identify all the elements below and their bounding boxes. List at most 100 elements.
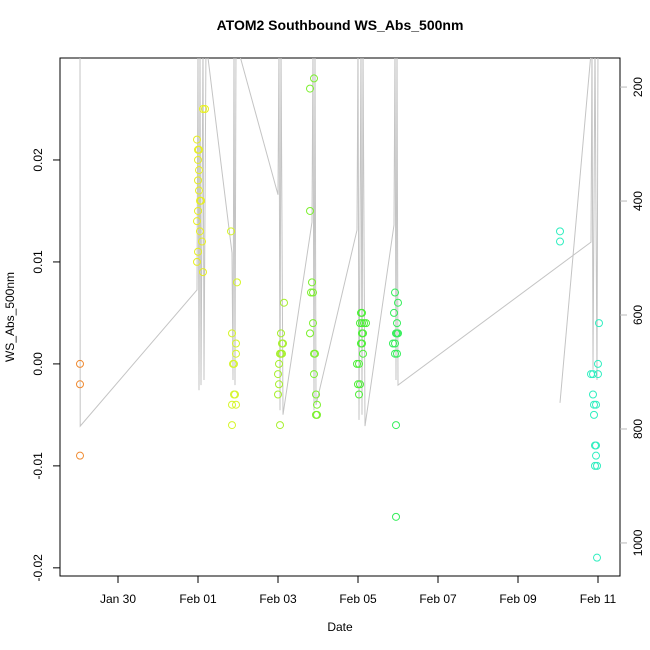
data-point (76, 451, 84, 460)
y2-tick-label: 200 (631, 77, 645, 97)
x-tick-label: Feb 03 (259, 592, 297, 606)
data-point (389, 339, 397, 348)
data-point (309, 288, 317, 297)
x-tick-label: Jan 30 (100, 592, 136, 606)
data-point (591, 441, 599, 450)
x-tick-label: Feb 07 (419, 592, 457, 606)
y2-tick-label: 1000 (631, 529, 645, 556)
data-point (390, 308, 398, 317)
data-point (595, 319, 603, 328)
data-point (76, 380, 84, 389)
data-point (230, 359, 238, 368)
x-tick-label: Feb 05 (339, 592, 377, 606)
data-point (360, 319, 368, 328)
data-point (277, 329, 285, 338)
data-point (201, 104, 209, 113)
data-point (76, 359, 84, 368)
data-point (394, 329, 402, 338)
data-point (306, 329, 314, 338)
data-point (312, 390, 320, 399)
data-point (275, 380, 283, 389)
data-point (307, 288, 315, 297)
data-point (232, 349, 240, 358)
x-axis-label: Date (327, 620, 353, 634)
data-point (195, 145, 203, 154)
x-tick-label: Feb 09 (499, 592, 537, 606)
data-point (311, 349, 319, 358)
data-point (394, 298, 402, 307)
data-point (310, 370, 318, 379)
data-point (228, 421, 236, 430)
data-point (233, 278, 241, 287)
data-point (355, 359, 363, 368)
data-point (392, 512, 400, 521)
y2-tick-label: 600 (631, 305, 645, 325)
data-point (354, 380, 362, 389)
x-tick-label: Feb 01 (179, 592, 217, 606)
data-point (277, 349, 285, 358)
data-point (590, 410, 598, 419)
data-point (359, 329, 367, 338)
data-point (313, 400, 321, 409)
data-point (556, 227, 564, 236)
data-point (228, 329, 236, 338)
y2-tick-label: 800 (631, 419, 645, 439)
plot-frame (59, 57, 621, 577)
data-point (309, 319, 317, 328)
data-point (197, 196, 205, 205)
data-point (193, 257, 201, 266)
data-point (194, 155, 202, 164)
data-point (227, 227, 235, 236)
data-point (199, 104, 207, 113)
data-point (591, 461, 599, 470)
data-point (391, 349, 399, 358)
data-point (589, 390, 597, 399)
data-point (592, 451, 600, 460)
data-point (356, 380, 364, 389)
data-point (199, 268, 207, 277)
data-point (194, 176, 202, 185)
data-point (228, 400, 236, 409)
data-point (359, 349, 367, 358)
data-point (393, 319, 401, 328)
data-point (592, 400, 600, 409)
data-point (310, 74, 318, 83)
y-tick-label: 0.00 (31, 352, 45, 376)
data-point (392, 421, 400, 430)
y-tick-label: -0.01 (31, 452, 45, 480)
data-point (274, 390, 282, 399)
data-point (593, 553, 601, 562)
data-point (279, 339, 287, 348)
x-tick-label: Feb 11 (580, 592, 617, 606)
data-point (194, 206, 202, 215)
data-point (353, 359, 361, 368)
data-point (313, 410, 321, 419)
data-point (196, 227, 204, 236)
data-point (358, 308, 366, 317)
data-point (594, 370, 602, 379)
data-point (356, 319, 364, 328)
data-point (195, 186, 203, 195)
data-point (193, 217, 201, 226)
data-point (589, 370, 597, 379)
data-point (391, 339, 399, 348)
y-tick-label: 0.02 (31, 148, 45, 172)
data-point (306, 84, 314, 93)
data-point (362, 319, 370, 328)
data-point (274, 370, 282, 379)
data-point (556, 237, 564, 246)
line-layer (79, 58, 599, 428)
data-point (355, 390, 363, 399)
data-point (195, 166, 203, 175)
data-point (358, 319, 366, 328)
y-axis-label: WS_Abs_500nm (3, 272, 17, 362)
data-point (593, 461, 601, 470)
y2-tick-label: 400 (631, 191, 645, 211)
data-point (590, 400, 598, 409)
data-point (276, 421, 284, 430)
data-point (193, 135, 201, 144)
data-point (194, 247, 202, 256)
data-point (391, 288, 399, 297)
data-point (275, 359, 283, 368)
